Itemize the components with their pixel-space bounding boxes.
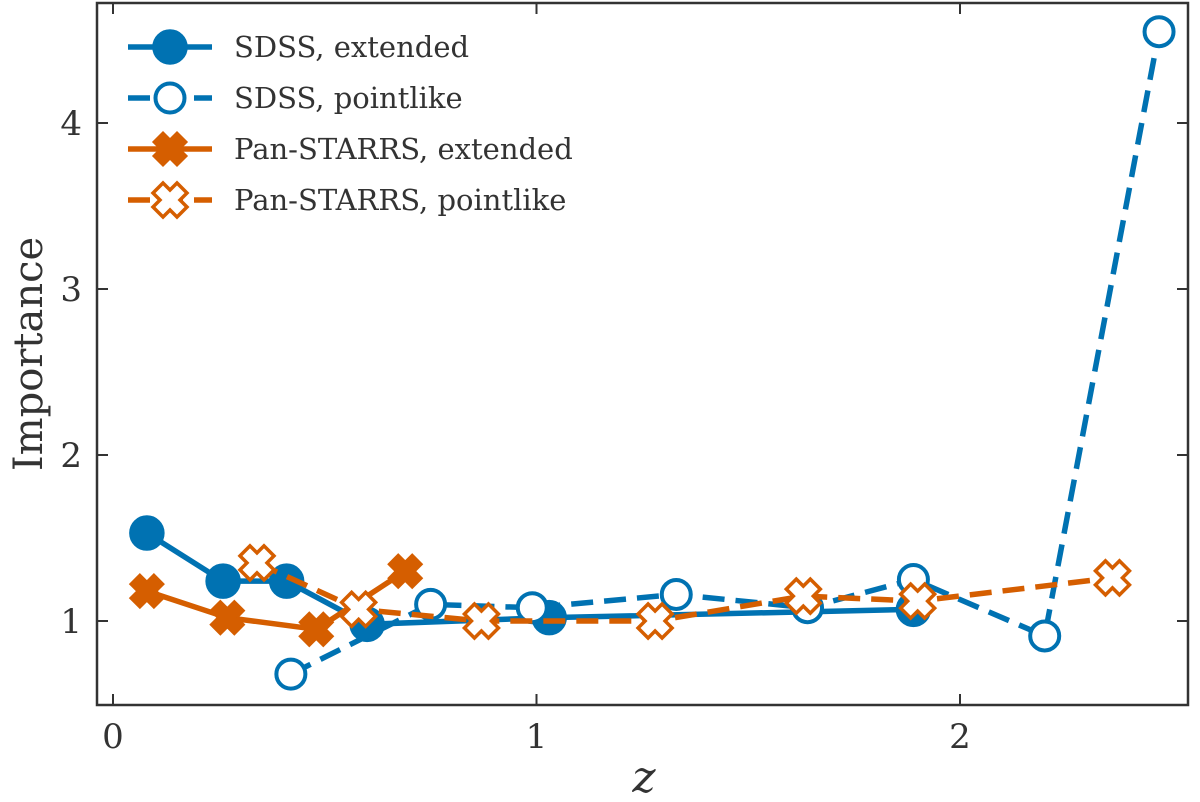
series-line	[289, 31, 1162, 677]
y-tick-label: 3	[60, 270, 82, 310]
legend-entry: Pan-STARRS, pointlike	[128, 180, 566, 220]
data-point	[635, 601, 675, 641]
legend-label: Pan-STARRS, extended	[234, 132, 573, 166]
data-point	[153, 81, 187, 115]
x-tick-label: 2	[949, 717, 971, 757]
data-point	[515, 591, 549, 625]
data-point	[1142, 15, 1176, 49]
data-point	[1092, 558, 1132, 598]
data-point	[268, 563, 305, 599]
x-tick-label: 0	[102, 717, 124, 757]
data-point	[298, 611, 335, 648]
data-point	[150, 180, 190, 220]
legend-entry: Pan-STARRS, extended	[128, 130, 573, 168]
series-layer	[128, 15, 1176, 691]
data-point	[274, 657, 308, 691]
data-point	[783, 576, 823, 616]
legend-label: SDSS, pointlike	[234, 81, 463, 115]
data-point	[129, 515, 165, 551]
x-tick-label: 1	[526, 717, 548, 757]
data-point	[339, 589, 379, 629]
y-tick-label: 1	[60, 602, 82, 642]
legend-label: Pan-STARRS, pointlike	[234, 183, 566, 217]
y-tick-label: 4	[60, 104, 82, 144]
y-tick-label: 2	[60, 436, 82, 476]
data-point	[461, 601, 501, 641]
data-point	[1028, 619, 1062, 653]
x-tick-labels: 0 1 2	[102, 717, 971, 757]
legend-entry: SDSS, extended	[128, 29, 469, 65]
data-point	[152, 29, 188, 65]
data-point	[387, 553, 424, 590]
legend-label: SDSS, extended	[234, 30, 469, 64]
data-point	[205, 563, 241, 599]
data-point	[151, 130, 189, 168]
y-tick-labels: 1 2 3 4	[60, 104, 82, 642]
x-axis-label: z	[631, 752, 656, 802]
series-1	[274, 15, 1176, 691]
data-point	[237, 543, 277, 583]
data-point	[209, 599, 246, 636]
series-3	[237, 543, 1132, 641]
y-axis-label: Importance	[6, 237, 52, 471]
plot-frame	[95, 1, 1190, 707]
axis-ticks	[97, 3, 1188, 705]
data-point	[659, 577, 693, 611]
data-point	[128, 573, 165, 610]
legend: SDSS, extended SDSS, pointlike Pan-STARRS,…	[128, 29, 573, 220]
legend-entry: SDSS, pointlike	[128, 81, 463, 115]
data-point	[898, 581, 938, 621]
